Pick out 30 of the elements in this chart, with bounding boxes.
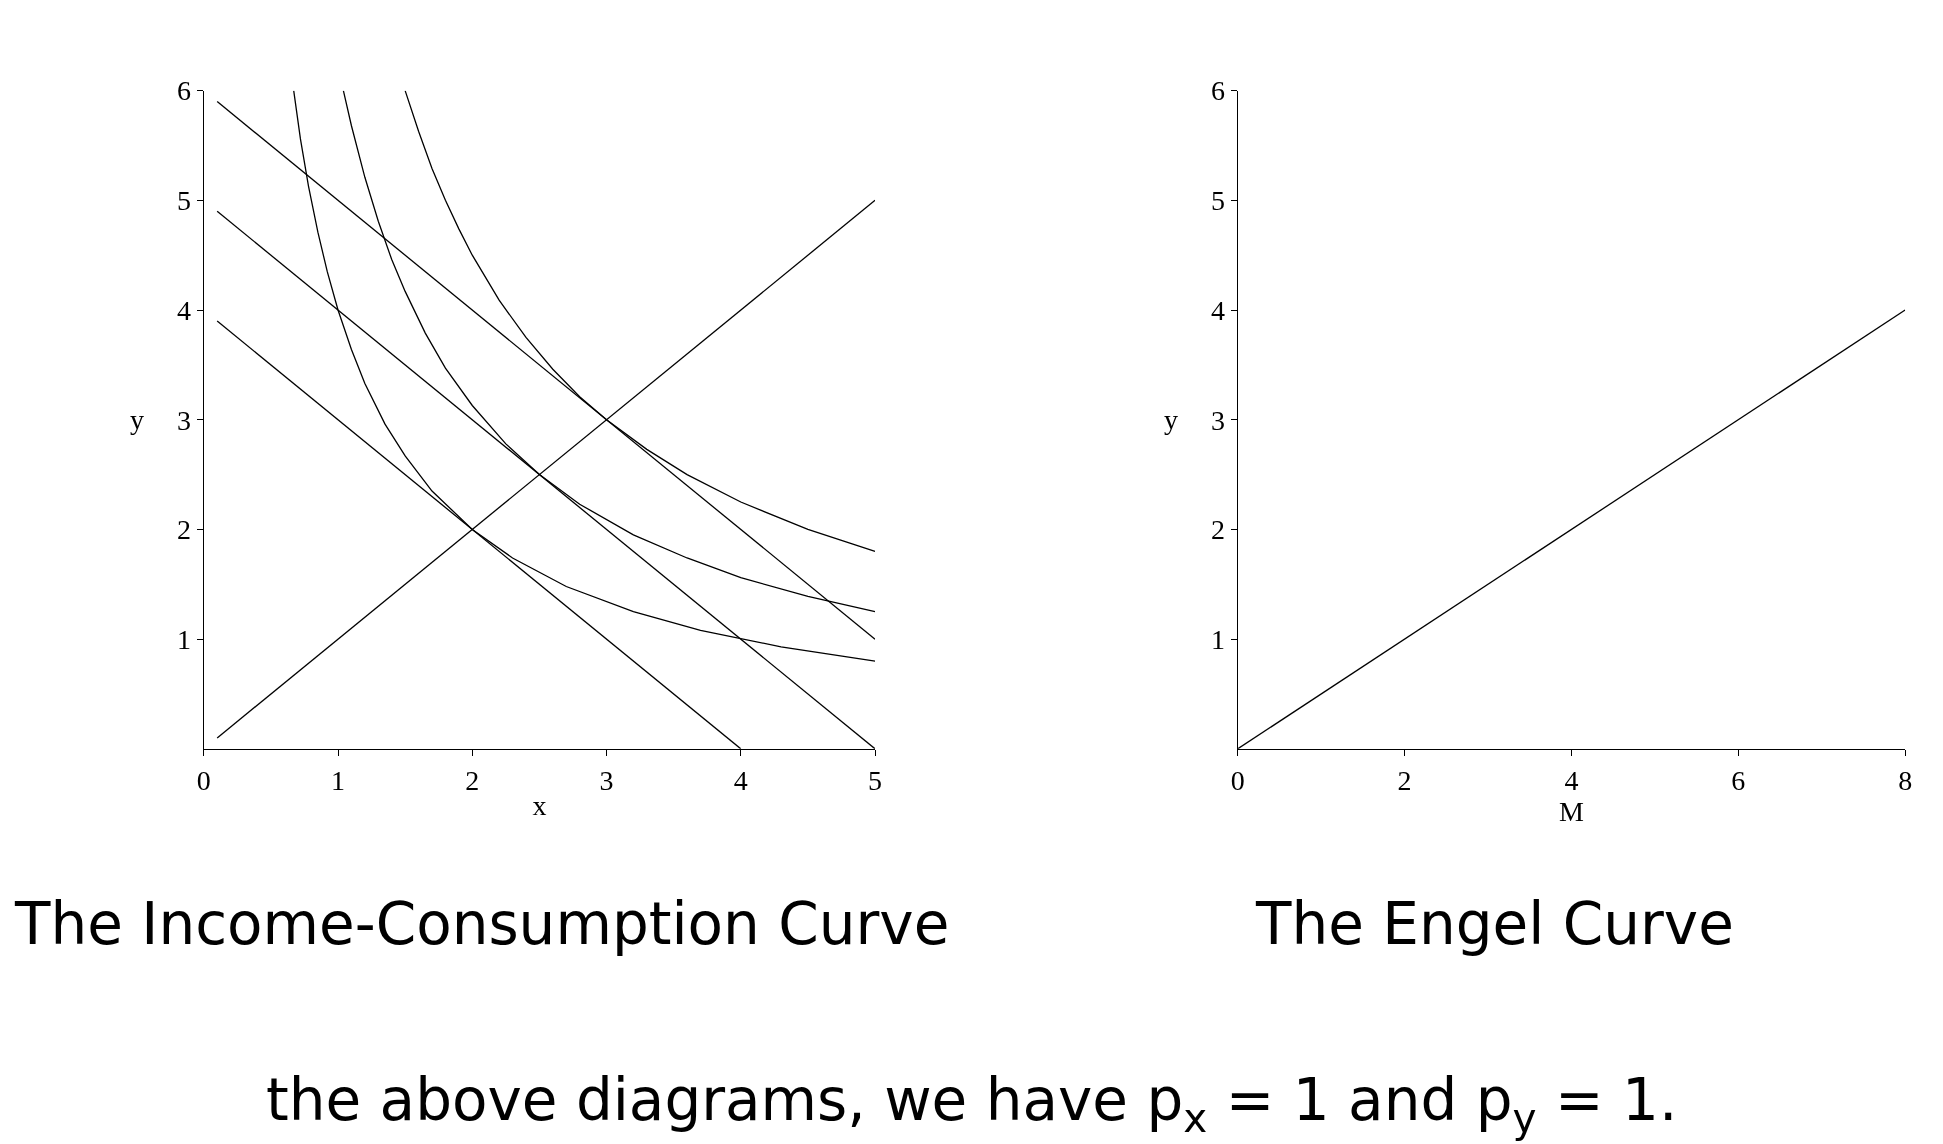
x-tick-label: 1	[331, 764, 346, 796]
x-tick-label: 6	[1731, 764, 1746, 796]
y-tick-label: 2	[1210, 514, 1225, 546]
x-axis-title: M	[1558, 795, 1584, 827]
x-tick-label: 3	[599, 764, 614, 796]
text: The Income-Consumption Curve	[14, 890, 950, 958]
x-tick-label: 0	[1230, 764, 1245, 796]
y-axis-title: y	[130, 404, 144, 435]
y-tick-label: 3	[177, 404, 192, 436]
y-tick-label: 1	[177, 623, 192, 655]
y-tick-label: 2	[177, 514, 192, 546]
x-tick-label: 5	[868, 764, 883, 796]
y-tick-label: 3	[1210, 404, 1225, 436]
x-tick-label: 2	[465, 764, 480, 796]
y-tick-label: 5	[1210, 185, 1225, 217]
y-tick-label: 6	[1210, 75, 1225, 107]
y-tick-label: 4	[1210, 294, 1225, 326]
text: The Engel Curve	[1255, 890, 1734, 958]
x-tick-label: 8	[1898, 764, 1913, 796]
y-tick-label: 5	[177, 185, 192, 217]
y-tick-label: 1	[1210, 623, 1225, 655]
x-axis-title: x	[532, 789, 547, 821]
y-tick-label: 6	[177, 75, 192, 107]
x-tick-label: 4	[733, 764, 748, 796]
y-tick-label: 4	[177, 294, 192, 326]
x-tick-label: 2	[1397, 764, 1412, 796]
y-axis-title: y	[1164, 404, 1178, 435]
x-tick-label: 4	[1564, 764, 1579, 796]
text: the above diagrams, we have p$_{x}$ = 1 and p$_{y}$ = 1.	[266, 1066, 1678, 1143]
x-tick-label: 0	[196, 764, 211, 796]
